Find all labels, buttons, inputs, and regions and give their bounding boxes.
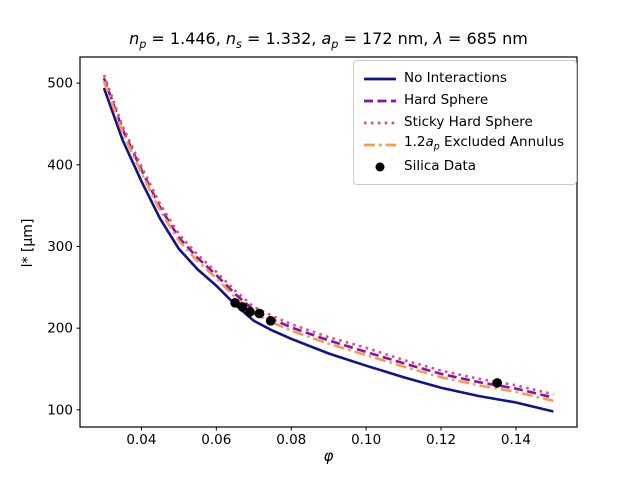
y-tick-label: 500: [47, 76, 73, 92]
y-tick-label: 200: [47, 321, 73, 337]
legend-label: 1.2ap Excluded Annulus: [404, 134, 565, 154]
legend-item-sticky-hard-sphere: Sticky Hard Sphere: [363, 112, 567, 133]
x-axis-label: φ: [323, 447, 334, 465]
axes-frame: [79, 56, 578, 428]
legend-label: Sticky Hard Sphere: [404, 113, 533, 130]
data-point-silica: [265, 316, 276, 326]
y-axis-label: l* [μm]: [20, 218, 36, 268]
x-tick-label: 0.14: [501, 432, 531, 448]
x-tick-label: 0.04: [126, 432, 156, 448]
legend-item-no-interactions: No Interactions: [363, 68, 567, 89]
x-tick-label: 0.08: [276, 432, 306, 448]
legend-swatch-dotted-line: [364, 121, 396, 124]
data-point-silica: [254, 308, 265, 319]
chart-title: np = 1.446, ns = 1.332, ap = 172 nm, λ =…: [129, 29, 528, 52]
legend-label: No Interactions: [404, 69, 507, 86]
legend-swatch-dashed-line: [364, 99, 396, 102]
data-point-silica: [492, 378, 503, 388]
legend-label: Hard Sphere: [404, 91, 489, 108]
x-tick-label: 0.10: [351, 432, 381, 448]
x-tick-label: 0.12: [426, 432, 456, 448]
legend-swatch-dot-marker: [375, 162, 385, 171]
legend-swatch-solid-line: [364, 77, 396, 80]
curve-1-2ap-excluded-annulus: [102, 81, 554, 403]
legend-label: Silica Data: [404, 157, 477, 174]
y-tick-label: 400: [47, 157, 73, 173]
legend-item-silica-data: Silica Data: [363, 156, 567, 177]
y-tick-label: 100: [47, 402, 73, 418]
legend-swatch-dashdot-line: [364, 143, 396, 146]
legend: No Interactions Hard Sphere Sticky Hard …: [353, 60, 577, 185]
curve-no-interactions: [102, 87, 554, 413]
legend-item-hard-sphere: Hard Sphere: [363, 90, 567, 111]
y-tick-label: 300: [47, 239, 73, 255]
data-point-silica: [230, 298, 240, 308]
data-point-silica: [245, 307, 255, 317]
x-tick-label: 0.06: [201, 432, 231, 448]
legend-item-excluded-annulus: 1.2ap Excluded Annulus: [363, 134, 567, 155]
data-point-silica: [237, 302, 248, 312]
